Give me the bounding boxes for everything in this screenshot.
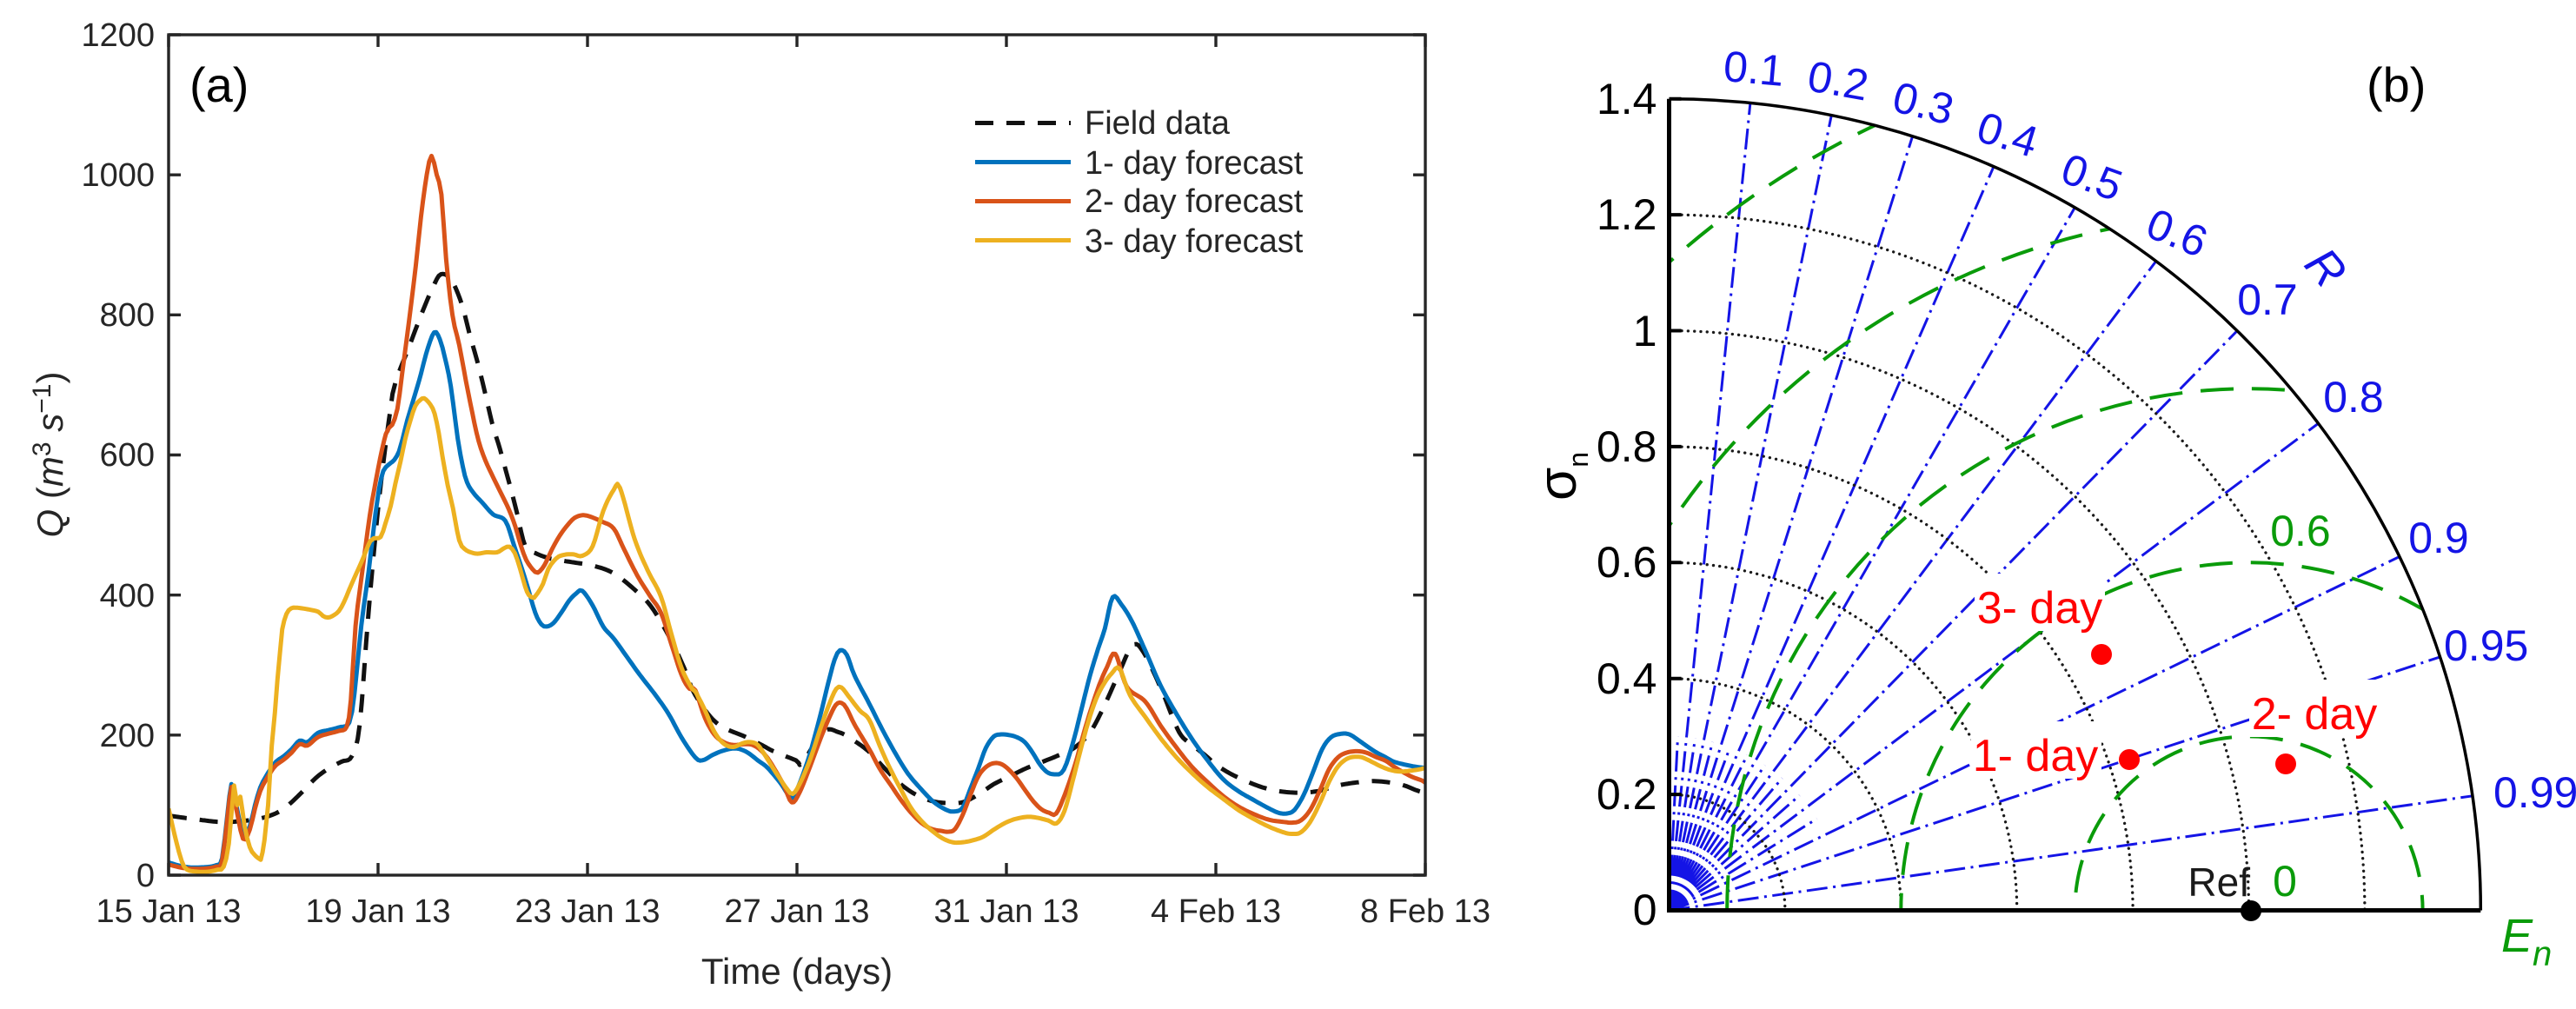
svg-text:0.6: 0.6 — [1597, 538, 1657, 587]
svg-text:Q (m3 s−1): Q (m3 s−1) — [28, 372, 70, 538]
svg-text:3- day forecast: 3- day forecast — [1085, 223, 1304, 260]
svg-text:0: 0 — [1633, 886, 1657, 934]
svg-text:400: 400 — [100, 578, 155, 614]
svg-text:2- day forecast: 2- day forecast — [1085, 183, 1304, 220]
svg-text:8 Feb 13: 8 Feb 13 — [1360, 893, 1490, 930]
svg-text:0.2: 0.2 — [1804, 51, 1872, 110]
svg-text:0.8: 0.8 — [2323, 373, 2384, 422]
svg-text:0: 0 — [2273, 857, 2297, 906]
svg-text:1- day: 1- day — [1973, 731, 2099, 781]
svg-text:1- day forecast: 1- day forecast — [1085, 145, 1304, 182]
svg-text:600: 600 — [100, 437, 155, 474]
svg-text:0.9: 0.9 — [2408, 514, 2469, 562]
svg-text:0.7: 0.7 — [2237, 275, 2298, 324]
svg-text:0.4: 0.4 — [1597, 654, 1657, 703]
svg-text:(b): (b) — [2367, 57, 2426, 112]
svg-text:2- day: 2- day — [2252, 689, 2378, 740]
svg-text:0: 0 — [136, 858, 155, 894]
svg-text:200: 200 — [100, 718, 155, 754]
svg-text:31 Jan 13: 31 Jan 13 — [934, 893, 1079, 930]
svg-text:19 Jan 13: 19 Jan 13 — [306, 893, 451, 930]
svg-text:1.4: 1.4 — [1597, 75, 1657, 123]
svg-text:0.95: 0.95 — [2444, 621, 2528, 670]
svg-text:(a): (a) — [189, 57, 249, 112]
svg-text:Ref: Ref — [2188, 860, 2250, 905]
svg-text:1: 1 — [1633, 307, 1657, 355]
svg-text:1200: 1200 — [81, 17, 155, 54]
svg-text:1000: 1000 — [81, 157, 155, 194]
svg-text:23 Jan 13: 23 Jan 13 — [515, 893, 661, 930]
svg-text:0.2: 0.2 — [1597, 770, 1657, 819]
svg-text:0.8: 0.8 — [1597, 422, 1657, 471]
svg-text:4 Feb 13: 4 Feb 13 — [1151, 893, 1281, 930]
svg-text:3- day: 3- day — [1977, 583, 2103, 634]
svg-text:15 Jan 13: 15 Jan 13 — [96, 893, 242, 930]
svg-text:Time (days): Time (days) — [701, 951, 893, 992]
svg-text:1.2: 1.2 — [1597, 190, 1657, 239]
svg-text:Field data: Field data — [1085, 105, 1231, 142]
svg-text:0.1: 0.1 — [1722, 42, 1786, 96]
svg-text:27 Jan 13: 27 Jan 13 — [725, 893, 870, 930]
svg-text:800: 800 — [100, 297, 155, 334]
svg-text:0.99: 0.99 — [2493, 768, 2576, 817]
svg-text:0.6: 0.6 — [2270, 507, 2331, 555]
